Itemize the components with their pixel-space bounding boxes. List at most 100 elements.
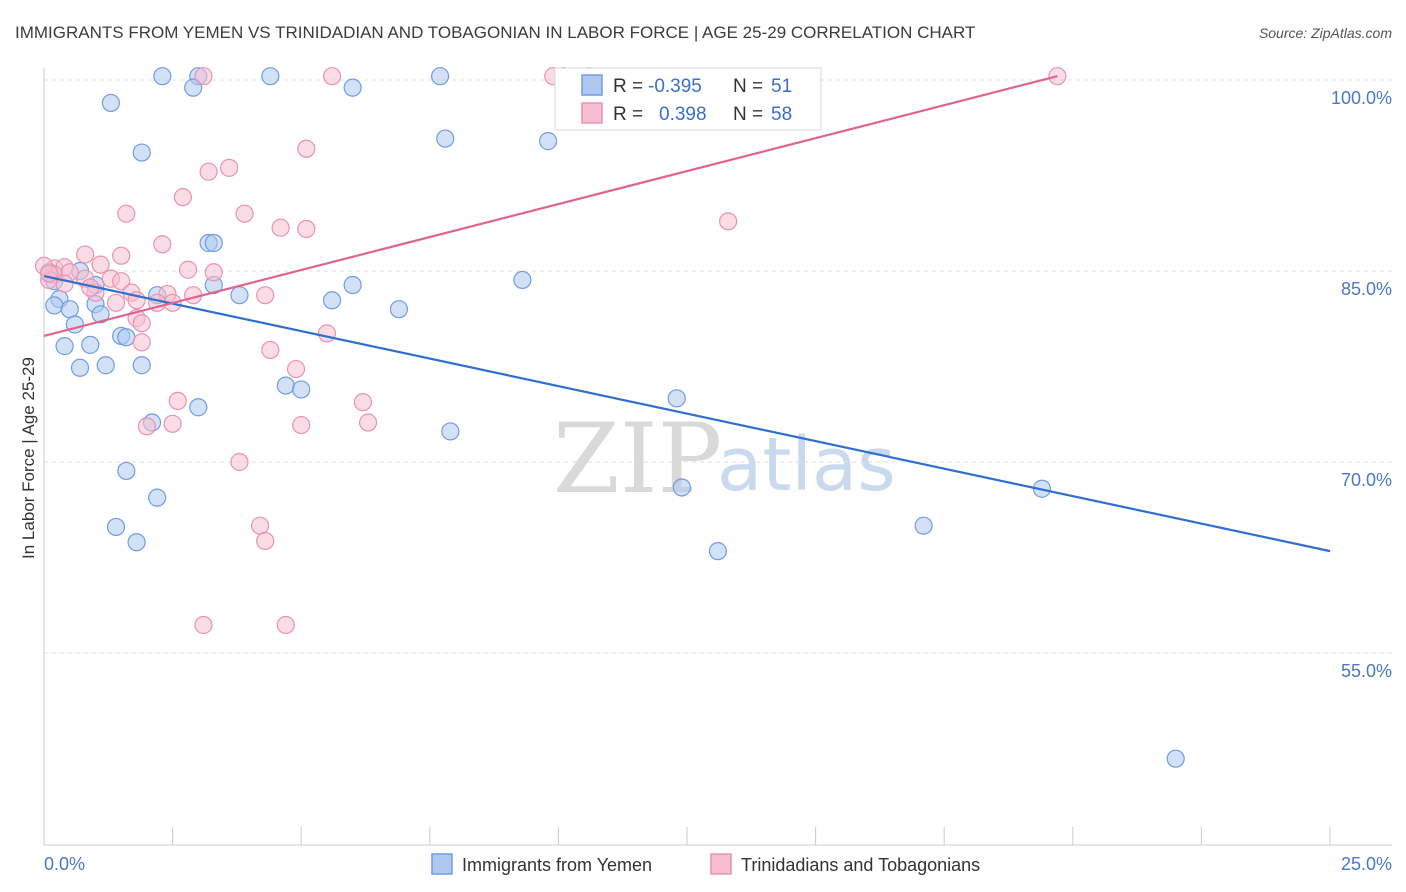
trinidad-point-21 bbox=[204, 263, 223, 282]
yemen-point-33 bbox=[81, 335, 100, 354]
trinidad-point-47 bbox=[137, 417, 156, 436]
yemen-point-28 bbox=[91, 305, 110, 324]
yemen-point-36 bbox=[132, 356, 151, 375]
stats-r-label-pink: R = bbox=[613, 104, 643, 125]
yemen-point-42 bbox=[441, 422, 460, 441]
trinidad-point-50 bbox=[358, 413, 378, 432]
trinidad-point-13 bbox=[719, 212, 738, 231]
yemen-point-32 bbox=[55, 337, 74, 356]
yemen-point-26 bbox=[322, 291, 342, 310]
y-axis-label: In Labor Force | Age 25-29 bbox=[19, 357, 38, 559]
yemen-point-12 bbox=[204, 233, 223, 253]
trinidad-point-5 bbox=[297, 139, 316, 158]
series-yemen-points bbox=[40, 67, 1185, 768]
trinidad-point-45 bbox=[168, 391, 187, 410]
yemen-point-0 bbox=[153, 67, 172, 86]
watermark-atlas: atlas bbox=[717, 422, 896, 508]
yemen-point-10 bbox=[132, 143, 151, 162]
trinidad-point-41 bbox=[317, 324, 337, 343]
y-tick-labels: 100.0% 85.0% 70.0% 55.0% bbox=[1331, 88, 1392, 681]
yemen-point-40 bbox=[189, 398, 208, 417]
yemen-point-45 bbox=[672, 478, 691, 497]
yemen-point-43 bbox=[117, 461, 136, 481]
trinidad-point-43 bbox=[261, 340, 280, 360]
trinidad-point-26 bbox=[112, 272, 131, 291]
trinidad-point-0 bbox=[194, 67, 213, 86]
yemen-point-37 bbox=[276, 376, 295, 395]
trinidad-point-28 bbox=[55, 274, 74, 293]
yemen-point-46 bbox=[106, 517, 126, 537]
trinidad-point-10 bbox=[235, 204, 254, 223]
y-tick-label-0: 100.0% bbox=[1331, 88, 1392, 108]
yemen-point-7 bbox=[101, 93, 120, 113]
trinidad-point-19 bbox=[91, 255, 110, 274]
axes bbox=[43, 68, 1392, 846]
trinidad-point-48 bbox=[163, 414, 182, 433]
series-legend: Immigrants from Yemen Trinidadians and T… bbox=[431, 853, 980, 875]
chart-title: IMMIGRANTS FROM YEMEN VS TRINIDADIAN AND… bbox=[15, 23, 975, 42]
stats-swatch-pink bbox=[581, 102, 603, 124]
y-gridlines bbox=[44, 79, 1392, 654]
trinidad-point-9 bbox=[117, 204, 136, 223]
yemen-point-3 bbox=[430, 67, 450, 86]
yemen-point-20 bbox=[45, 296, 64, 315]
x-tick-label-max: 25.0% bbox=[1341, 854, 1392, 874]
trinidad-point-36 bbox=[106, 293, 126, 312]
stats-swatch-blue bbox=[581, 74, 603, 96]
trinidad-point-6 bbox=[199, 162, 218, 181]
yemen-point-6 bbox=[343, 78, 362, 97]
yemen-point-31 bbox=[117, 328, 136, 347]
watermark-zip: ZIP bbox=[553, 403, 722, 515]
yemen-point-38 bbox=[292, 380, 311, 399]
trinidad-point-40 bbox=[132, 314, 151, 333]
trinidad-point-44 bbox=[286, 359, 306, 379]
yemen-point-44 bbox=[148, 488, 167, 507]
trinidad-point-14 bbox=[153, 235, 172, 254]
stats-r-value-blue: -0.395 bbox=[648, 76, 702, 97]
trinidad-point-55 bbox=[276, 615, 295, 635]
trinidad-point-20 bbox=[178, 260, 198, 279]
yemen-point-8 bbox=[436, 129, 455, 148]
yemen-point-21 bbox=[60, 300, 79, 319]
legend-label-yemen: Immigrants from Yemen bbox=[462, 855, 652, 875]
yemen-trend-line bbox=[43, 275, 1331, 553]
yemen-point-49 bbox=[914, 516, 933, 535]
trinidad-point-11 bbox=[271, 218, 290, 237]
stats-n-value-pink: 58 bbox=[771, 104, 792, 125]
trinidad-point-51 bbox=[230, 452, 249, 472]
trinidad-point-53 bbox=[256, 531, 275, 551]
y-tick-label-1: 85.0% bbox=[1341, 279, 1392, 299]
trinidad-trend-line bbox=[43, 75, 1058, 338]
yemen-point-34 bbox=[70, 358, 90, 377]
yemen-point-2 bbox=[261, 67, 280, 86]
yemen-point-17 bbox=[343, 275, 362, 295]
stats-n-value-blue: 51 bbox=[771, 76, 792, 97]
yemen-point-9 bbox=[539, 132, 558, 151]
legend-swatch-yemen bbox=[431, 853, 453, 875]
trinidad-point-8 bbox=[173, 188, 192, 207]
watermark: ZIP atlas bbox=[553, 403, 896, 515]
yemen-point-39 bbox=[667, 389, 686, 408]
yemen-point-35 bbox=[96, 356, 115, 375]
yemen-point-13 bbox=[513, 270, 532, 290]
trinidad-point-42 bbox=[132, 333, 151, 352]
legend-label-trinidad: Trinidadians and Tobagonians bbox=[741, 855, 980, 875]
trinidad-point-16 bbox=[112, 246, 131, 265]
yemen-point-25 bbox=[230, 286, 249, 305]
trinidad-point-1 bbox=[322, 67, 342, 86]
chart-source: Source: ZipAtlas.com bbox=[1259, 25, 1392, 41]
trinidad-point-46 bbox=[353, 393, 373, 412]
yemen-point-47 bbox=[127, 533, 146, 552]
trend-lines bbox=[43, 75, 1331, 553]
yemen-point-48 bbox=[708, 542, 727, 561]
trinidad-point-52 bbox=[250, 516, 270, 535]
y-tick-label-2: 70.0% bbox=[1341, 470, 1392, 490]
trinidad-point-54 bbox=[194, 615, 213, 635]
trinidad-point-7 bbox=[220, 158, 239, 177]
stats-n-label-pink: N = bbox=[733, 104, 763, 125]
x-tick-label-min: 0.0% bbox=[44, 854, 85, 874]
y-tick-label-3: 55.0% bbox=[1341, 661, 1392, 681]
trinidad-point-12 bbox=[297, 219, 316, 239]
trinidad-point-15 bbox=[76, 245, 95, 264]
